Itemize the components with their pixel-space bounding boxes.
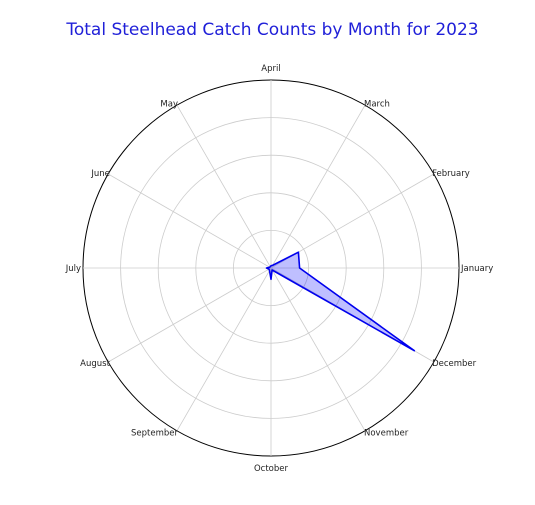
month-label-december: December bbox=[432, 359, 477, 369]
spoke-march bbox=[271, 105, 365, 268]
month-label-april: April bbox=[261, 64, 280, 74]
spoke-june bbox=[108, 174, 271, 268]
month-label-october: October bbox=[254, 464, 289, 474]
month-label-may: May bbox=[160, 99, 178, 109]
spoke-may bbox=[177, 105, 271, 268]
month-label-february: February bbox=[432, 169, 470, 179]
month-label-july: July bbox=[65, 264, 81, 274]
spoke-september bbox=[177, 268, 271, 431]
month-label-november: November bbox=[364, 429, 409, 439]
month-label-march: March bbox=[364, 99, 390, 109]
month-label-june: June bbox=[90, 169, 110, 179]
month-label-september: September bbox=[131, 429, 178, 439]
month-label-january: January bbox=[460, 264, 493, 274]
spoke-august bbox=[108, 268, 271, 362]
month-label-august: August bbox=[80, 359, 110, 369]
